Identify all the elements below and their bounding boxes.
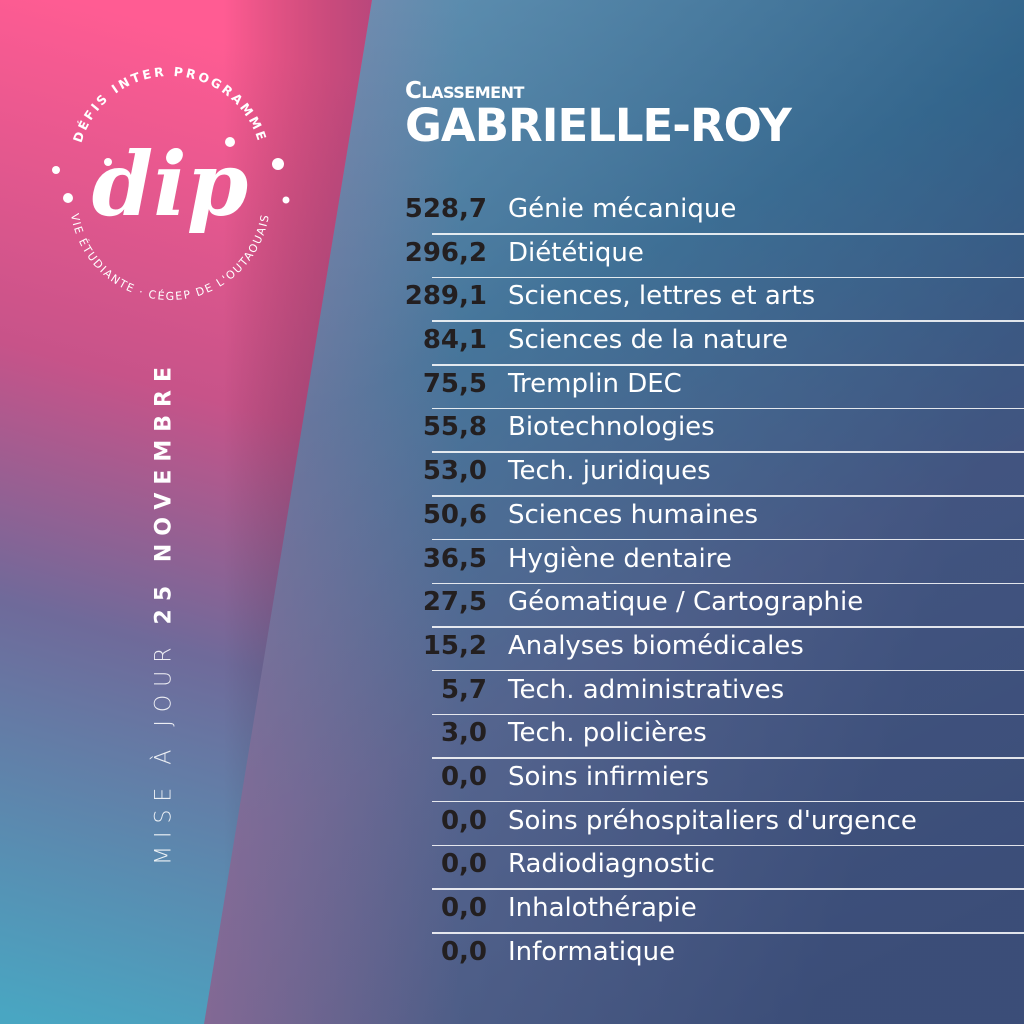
ranking-program: Informatique <box>508 936 676 967</box>
ranking-program: Tech. policières <box>508 718 707 749</box>
ranking-row: 55,8 Biotechnologies <box>380 408 1024 453</box>
ranking-program: Hygiène dentaire <box>508 543 732 574</box>
row-divider <box>432 888 1024 890</box>
ranking-row: 0,0 Soins infirmiers <box>380 758 1024 803</box>
ranking-score: 296,2 <box>404 237 487 268</box>
ranking-program: Soins infirmiers <box>508 761 710 792</box>
ranking-score: 0,0 <box>440 849 487 880</box>
ranking-row: 0,0 Soins préhospitaliers d'urgence <box>380 802 1024 847</box>
ranking-row: 0,0 Inhalothérapie <box>380 889 1024 934</box>
ranking-score: 50,6 <box>422 499 487 530</box>
ranking-score: 15,2 <box>422 630 487 661</box>
ranking-score: 3,0 <box>440 718 487 749</box>
ranking-row: 84,1 Sciences de la nature <box>380 321 1024 366</box>
row-divider <box>432 276 1024 279</box>
ranking-score: 0,0 <box>440 893 487 923</box>
row-divider <box>432 407 1024 410</box>
row-divider <box>432 495 1024 497</box>
ranking-score: 528,7 <box>404 194 487 224</box>
ranking-program: Diététique <box>508 237 644 268</box>
ranking-row: 289,1 Sciences, lettres et arts <box>380 277 1024 322</box>
ranking-row: 53,0 Tech. juridiques <box>380 452 1024 497</box>
row-divider <box>432 844 1024 847</box>
ranking-row: 15,2 Analyses biomédicales <box>380 627 1024 672</box>
row-divider <box>432 669 1024 672</box>
dip-logo: DÉFIS INTER PROGRAMME VIE ÉTUDIANTE · CÉ… <box>52 64 290 303</box>
campus-title: GABRIELLE-ROY <box>405 99 792 152</box>
row-divider <box>432 932 1024 934</box>
ranking-row: 0,0 Radiodiagnostic <box>380 845 1024 890</box>
ranking-score: 0,0 <box>440 936 487 967</box>
ranking-score: 75,5 <box>422 368 487 399</box>
row-divider <box>432 626 1024 628</box>
ranking-score: 5,7 <box>440 674 487 705</box>
row-divider <box>432 757 1024 759</box>
ranking-row: 36,5 Hygiène dentaire <box>380 540 1024 584</box>
ranking-program: Tremplin DEC <box>508 368 682 399</box>
ranking-score: 27,5 <box>422 587 487 618</box>
logo-wordmark: dip <box>92 132 249 236</box>
ranking-program: Biotechnologies <box>508 412 715 443</box>
ranking-row: 75,5 Tremplin DEC <box>380 365 1024 410</box>
ranking-score: 0,0 <box>440 805 487 836</box>
update-date: 25 NOVEMBRE <box>151 358 177 625</box>
ranking-program: Sciences, lettres et arts <box>508 281 816 312</box>
ranking-label: Classement <box>405 78 524 104</box>
update-prefix: MISE À JOUR <box>151 639 177 866</box>
ranking-row: 528,7 Génie mécanique <box>380 190 1024 235</box>
ranking-program: Sciences humaines <box>508 499 759 530</box>
row-divider <box>432 451 1024 453</box>
ranking-program: Analyses biomédicales <box>508 630 804 661</box>
ranking-program: Tech. juridiques <box>508 456 711 487</box>
ranking-score: 289,1 <box>404 281 487 312</box>
ranking-row: 5,7 Tech. administratives <box>380 671 1024 716</box>
ranking-program: Sciences de la nature <box>508 325 788 356</box>
update-date-label: MISE À JOUR 25 NOVEMBRE <box>152 359 177 865</box>
ranking-program: Tech. administratives <box>508 674 785 705</box>
ranking-row: 27,5 Géomatique / Cartographie <box>380 583 1024 628</box>
ranking-program: Inhalothérapie <box>508 893 697 923</box>
row-divider <box>432 364 1024 366</box>
row-divider <box>432 582 1024 584</box>
ranking-row: 50,6 Sciences humaines <box>380 496 1024 541</box>
row-divider <box>432 713 1024 716</box>
ranking-score: 0,0 <box>440 761 487 792</box>
ranking-row: 3,0 Tech. policières <box>380 714 1024 759</box>
ranking-score: 55,8 <box>422 412 487 443</box>
row-divider <box>432 800 1024 803</box>
ranking-score: 53,0 <box>422 456 487 487</box>
ranking-score: 36,5 <box>422 543 487 574</box>
row-divider <box>432 320 1024 322</box>
ranking-program: Radiodiagnostic <box>508 849 715 880</box>
ranking-program: Géomatique / Cartographie <box>508 587 864 618</box>
ranking-list: 528,7 Génie mécanique 296,2 Diététique 289,1… <box>380 190 1024 976</box>
row-divider <box>432 538 1024 541</box>
ranking-row: 296,2 Diététique <box>380 234 1024 279</box>
ranking-score: 84,1 <box>422 325 487 356</box>
ranking-program: Soins préhospitaliers d'urgence <box>508 805 917 836</box>
row-divider <box>432 233 1024 235</box>
ranking-row: 0,0 Informatique <box>380 933 1024 977</box>
ranking-program: Génie mécanique <box>508 194 737 224</box>
